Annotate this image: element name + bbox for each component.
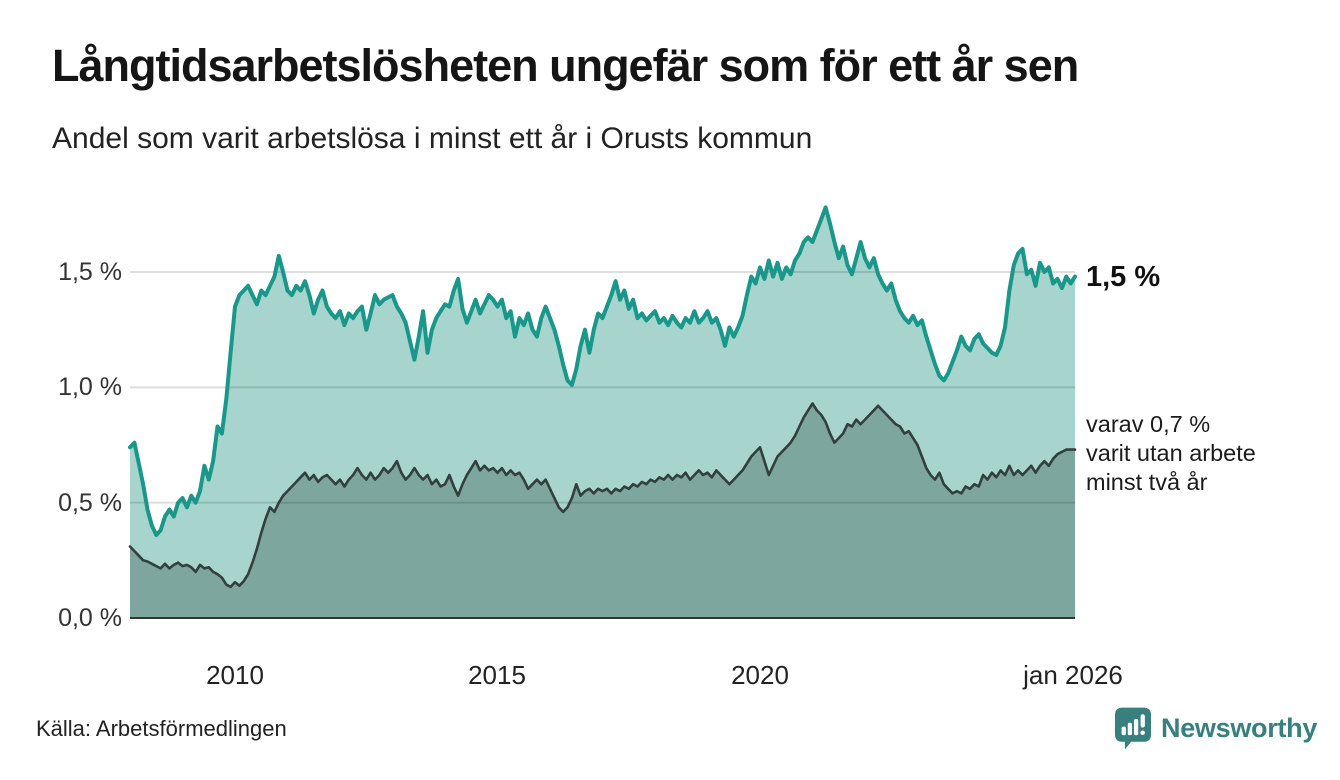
newsworthy-speech-bubble-chart-icon — [1114, 707, 1152, 750]
y-tick-15: 1,5 % — [58, 258, 122, 286]
x-tick-jan-2026: jan 2026 — [1023, 660, 1123, 690]
newsworthy-wordmark: Newsworthy — [1161, 713, 1318, 743]
two-year-annotation-line2: varit utan arbete — [1086, 440, 1256, 466]
latest-value-label: 1,5 % — [1086, 261, 1161, 293]
source-credit: Källa: Arbetsförmedlingen — [36, 716, 287, 741]
page-title: Långtidsarbetslösheten ungefär som för e… — [52, 40, 1079, 91]
y-tick-10: 1,0 % — [58, 373, 122, 401]
two-year-annotation-line1: varav 0,7 % — [1086, 411, 1211, 437]
y-tick-0: 0,0 % — [58, 604, 122, 632]
page-subtitle: Andel som varit arbetslösa i minst ett å… — [52, 122, 813, 155]
x-tick-2020: 2020 — [731, 660, 789, 690]
two-year-annotation-line3: minst två år — [1086, 469, 1208, 495]
two-year-annotation: varav 0,7 % varit utan arbete minst två … — [1086, 410, 1256, 497]
x-tick-2010: 2010 — [206, 660, 264, 690]
x-tick-2015: 2015 — [468, 660, 526, 690]
newsworthy-logo: Newsworthy — [1114, 706, 1317, 751]
y-tick-05: 0,5 % — [58, 489, 122, 517]
